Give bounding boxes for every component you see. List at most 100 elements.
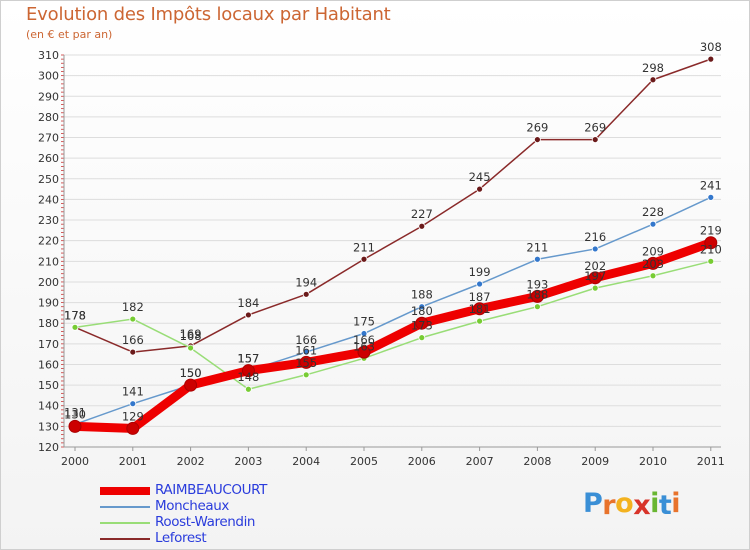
y-tick-label: 180 [38, 317, 59, 330]
data-label: 150 [180, 366, 202, 380]
data-label: 173 [411, 319, 433, 333]
legend-item: Roost-Warendin [100, 514, 340, 531]
legend-label: Moncheaux [155, 498, 229, 514]
data-label: 168 [180, 329, 202, 343]
data-label: 175 [353, 315, 375, 329]
data-point [360, 330, 368, 337]
x-tick-label: 2002 [177, 455, 205, 468]
data-point [357, 345, 371, 359]
data-label: 150 [180, 366, 202, 380]
proxiti-logo: Proxiti [583, 488, 681, 521]
series-line-roost-warendin [74, 260, 712, 390]
data-label: 178 [64, 308, 86, 322]
data-label: 181 [469, 302, 491, 316]
data-label: 182 [122, 300, 144, 314]
logo-letter: r [602, 490, 616, 521]
data-label: 211 [526, 240, 548, 254]
data-point [244, 385, 252, 393]
y-tick-label: 130 [38, 420, 59, 433]
y-tick-label: 220 [38, 235, 59, 248]
data-label: 308 [700, 40, 722, 54]
x-tick-label: 2009 [581, 455, 609, 468]
series-line-raimbeaucourt [70, 238, 716, 433]
data-label: 219 [700, 224, 722, 238]
data-point [704, 236, 718, 250]
y-tick-label: 190 [38, 297, 59, 310]
data-point [591, 284, 599, 292]
data-point [473, 302, 487, 316]
series-line-moncheaux [74, 196, 712, 426]
data-label: 187 [469, 290, 491, 304]
data-point [68, 419, 82, 433]
data-label: 269 [584, 121, 606, 135]
data-label: 166 [295, 333, 317, 347]
legend-label: Leforest [155, 530, 207, 546]
data-point [415, 316, 429, 330]
data-point [649, 76, 657, 84]
data-label: 203 [642, 257, 664, 271]
legend-swatch [100, 522, 150, 524]
y-tick-label: 280 [38, 111, 59, 124]
data-point [649, 272, 657, 280]
legend-swatch [100, 538, 150, 540]
data-label: 129 [122, 409, 144, 423]
data-label: 188 [411, 288, 433, 302]
data-label: 166 [122, 333, 144, 347]
y-tick-label: 170 [38, 338, 59, 351]
data-label: 169 [180, 327, 202, 341]
x-tick-label: 2008 [523, 455, 551, 468]
data-point [646, 256, 660, 270]
y-tick-label: 150 [38, 379, 59, 392]
y-tick-label: 160 [38, 358, 59, 371]
logo-letter: P [583, 488, 603, 519]
data-label: 157 [237, 352, 259, 366]
data-label: 163 [353, 339, 375, 353]
data-label: 197 [584, 269, 606, 283]
data-point [476, 317, 484, 325]
data-label: 166 [353, 333, 375, 347]
x-tick-label: 2005 [350, 455, 378, 468]
y-tick-label: 200 [38, 276, 59, 289]
legend-label: Roost-Warendin [155, 514, 256, 530]
y-tick-label: 300 [38, 70, 59, 83]
data-point [534, 136, 541, 143]
legend-item: Moncheaux [100, 498, 340, 515]
data-label: 131 [64, 405, 86, 419]
y-tick-label: 270 [38, 132, 59, 145]
logo-letter: i [671, 488, 681, 519]
y-tick-label: 250 [38, 173, 59, 186]
data-label: 245 [469, 170, 491, 184]
y-tick-label: 140 [38, 400, 59, 413]
data-label: 209 [642, 244, 664, 258]
data-point [591, 245, 599, 253]
data-point [241, 364, 255, 378]
data-label: 157 [237, 352, 259, 366]
chart-subtitle: (en € et par an) [26, 28, 113, 41]
data-point [71, 323, 79, 331]
data-label: 188 [526, 288, 548, 302]
legend-swatch [100, 506, 150, 508]
x-tick-label: 2001 [119, 455, 147, 468]
data-point [302, 371, 310, 379]
data-point [360, 255, 368, 263]
data-label: 161 [295, 343, 317, 357]
data-label: 178 [64, 308, 86, 322]
x-tick-label: 2007 [466, 455, 494, 468]
x-tick-label: 2003 [234, 455, 262, 468]
logo-letter: o [615, 488, 634, 519]
data-point [534, 303, 541, 311]
logo-letter: x [633, 490, 651, 521]
data-point [299, 355, 313, 369]
x-tick-label: 2000 [61, 455, 89, 468]
x-tick-label: 2006 [408, 455, 436, 468]
y-tick-label: 310 [38, 49, 59, 62]
data-label: 210 [700, 242, 722, 256]
data-label: 180 [411, 304, 433, 318]
y-tick-label: 240 [38, 193, 59, 206]
series-line-leforest [74, 58, 712, 353]
logo-letter: t [658, 490, 672, 521]
data-point [530, 289, 544, 303]
x-tick-label: 2004 [292, 455, 320, 468]
data-point [591, 136, 599, 143]
data-point [707, 55, 715, 63]
